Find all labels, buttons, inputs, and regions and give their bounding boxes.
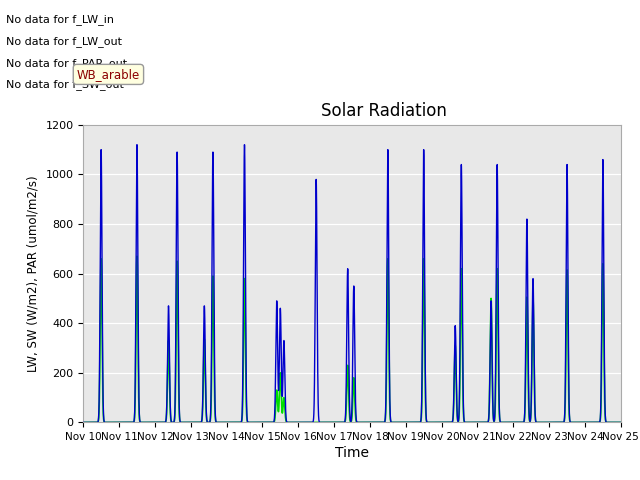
- X-axis label: Time: Time: [335, 446, 369, 460]
- Text: No data for f_SW_out: No data for f_SW_out: [6, 79, 124, 90]
- Text: No data for f_LW_in: No data for f_LW_in: [6, 14, 115, 25]
- Text: No data for f_LW_out: No data for f_LW_out: [6, 36, 122, 47]
- Text: No data for f_PAR_out: No data for f_PAR_out: [6, 58, 127, 69]
- Y-axis label: LW, SW (W/m2), PAR (umol/m2/s): LW, SW (W/m2), PAR (umol/m2/s): [27, 175, 40, 372]
- Legend: PAR_in, SW_in: PAR_in, SW_in: [254, 476, 450, 480]
- Text: WB_arable: WB_arable: [77, 68, 140, 81]
- Title: Solar Radiation: Solar Radiation: [321, 102, 447, 120]
